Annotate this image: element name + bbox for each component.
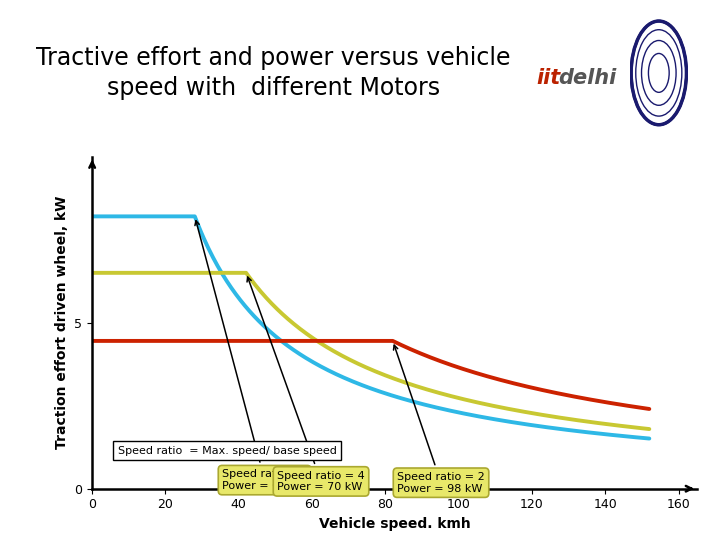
- Text: iit: iit: [536, 68, 561, 89]
- Y-axis label: Traction effort driven wheel, kW: Traction effort driven wheel, kW: [55, 196, 69, 449]
- Text: Speed ratio  = Max. speed/ base speed: Speed ratio = Max. speed/ base speed: [118, 446, 337, 456]
- Text: Speed ratio =6
Power = 65 kW: Speed ratio =6 Power = 65 kW: [195, 221, 307, 491]
- Text: Tractive effort and power versus vehicle
speed with  different Motors: Tractive effort and power versus vehicle…: [36, 46, 511, 100]
- X-axis label: Vehicle speed. kmh: Vehicle speed. kmh: [319, 517, 470, 531]
- Text: Speed ratio = 2
Power = 98 kW: Speed ratio = 2 Power = 98 kW: [394, 345, 485, 494]
- Text: Speed ratio = 4
Power = 70 kW: Speed ratio = 4 Power = 70 kW: [247, 277, 365, 492]
- Text: delhi: delhi: [559, 68, 617, 89]
